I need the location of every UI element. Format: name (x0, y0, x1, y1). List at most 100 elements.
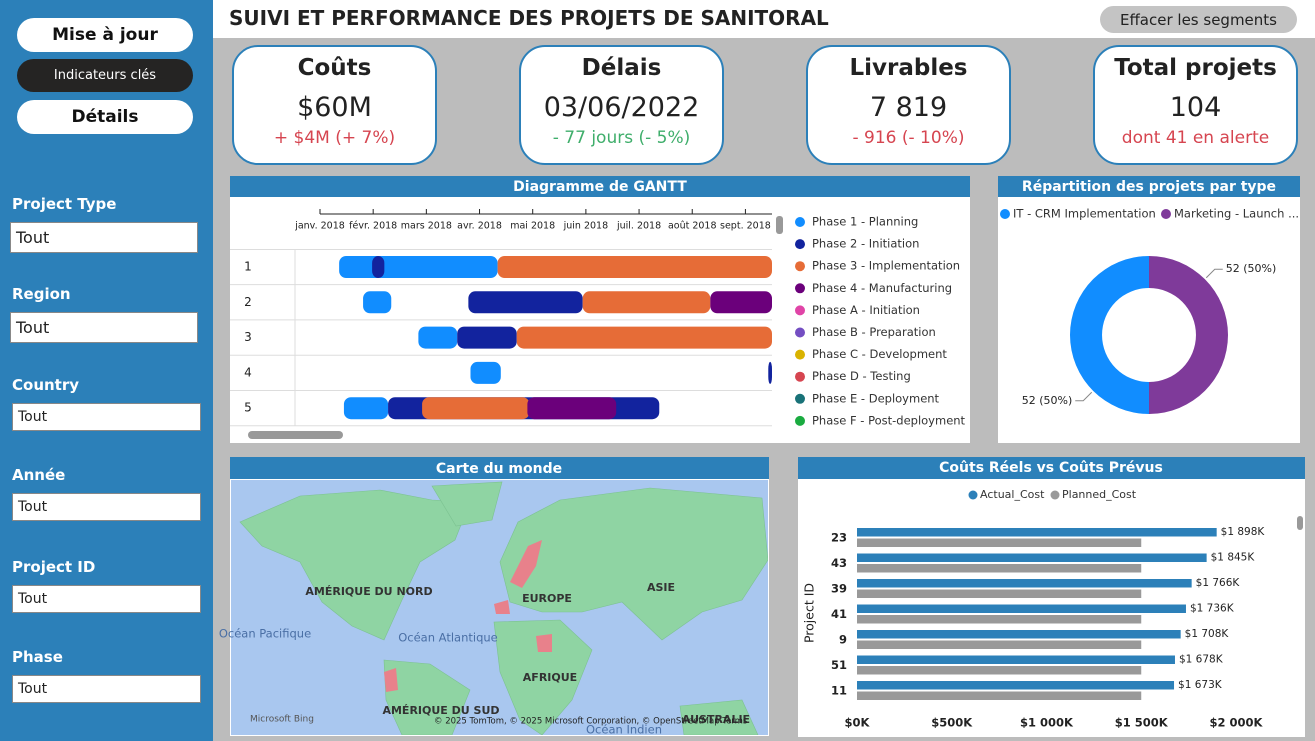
kpi-value: 104 (1169, 92, 1222, 123)
gantt-bar (422, 397, 530, 420)
filter-dropdown[interactable]: Tout (12, 675, 201, 703)
legend-marker (1161, 209, 1171, 219)
gantt-bar (516, 326, 772, 349)
highlight-country (384, 668, 398, 692)
x-tick-label: $1 500K (1115, 716, 1169, 730)
map-label: Océan Indien (586, 723, 662, 737)
donut-slice (1149, 256, 1228, 414)
kpi-delta: - 916 (- 10%) (852, 128, 965, 148)
filter-label: Phase (12, 648, 63, 666)
x-tick-label: févr. 2018 (349, 221, 397, 232)
data-label: 52 (50%) (1022, 394, 1073, 407)
nav-button[interactable]: Détails (17, 100, 193, 134)
kpi-title: Livrables (849, 55, 968, 81)
filter-value: Tout (18, 681, 48, 697)
data-label: $1 845K (1211, 552, 1256, 564)
land (679, 699, 759, 735)
data-label: $1 898K (1221, 526, 1266, 538)
gantt-bar (339, 256, 498, 278)
gantt-title-bar (230, 176, 970, 197)
legend-label: Phase 4 - Manufacturing (812, 281, 952, 295)
data-label: $1 736K (1190, 603, 1235, 615)
donut-slice (1070, 256, 1149, 414)
y-tick-label: 9 (839, 633, 847, 647)
gantt-bar (527, 397, 617, 420)
gantt-bar (343, 397, 389, 420)
bar (857, 528, 1217, 537)
legend-marker (1000, 209, 1010, 219)
sidebar: Mise à jour Indicateurs clés Détails Projec… (0, 0, 213, 741)
x-tick-label: $500K (931, 716, 973, 730)
legend-marker (795, 327, 805, 338)
legend-label: Marketing - Launch ... (1174, 207, 1299, 221)
gantt-bar (470, 361, 501, 384)
filter-value: Tout (16, 228, 50, 247)
filter-dropdown[interactable]: Tout (12, 493, 201, 521)
gantt-bar (363, 291, 392, 314)
legend-marker (1050, 490, 1060, 500)
filter-label: Country (12, 376, 80, 394)
filter-dropdown[interactable]: Tout (10, 312, 198, 343)
map-label: ASIE (647, 581, 675, 594)
filter-dropdown[interactable]: Tout (10, 222, 198, 253)
map-title: Carte du monde (436, 461, 562, 477)
gantt-bar (372, 256, 385, 278)
kpi-value: 03/06/2022 (543, 92, 700, 123)
filter-value: Tout (18, 409, 48, 425)
kpi-card: Délais 03/06/2022 - 77 jours (- 5%) (519, 45, 724, 165)
bar (857, 564, 1142, 573)
y-tick-label: 51 (831, 658, 847, 672)
map-title-bar (230, 457, 769, 479)
x-tick-label: sept. 2018 (720, 221, 771, 232)
bar (857, 604, 1186, 613)
bar-title-bar (798, 457, 1305, 479)
filter-dropdown[interactable]: Tout (12, 403, 201, 431)
legend-marker (795, 283, 805, 294)
legend-marker (795, 261, 805, 272)
data-label: $1 673K (1178, 679, 1223, 691)
bar (857, 630, 1181, 639)
y-axis-title: Project ID (802, 583, 817, 643)
legend-label: Phase E - Deployment (812, 391, 940, 405)
row-label: 2 (244, 295, 252, 309)
filter-dropdown[interactable]: Tout (12, 585, 201, 613)
legend-marker (795, 415, 805, 426)
map-logo: Microsoft Bing (250, 715, 314, 725)
filter-label: Année (12, 466, 66, 484)
filter-label: Project Type (12, 195, 117, 213)
legend-label: Actual_Cost (980, 488, 1045, 501)
land (431, 481, 503, 527)
scrollbar-v (1297, 516, 1303, 530)
legend-label: Phase F - Post-deployment (812, 413, 966, 427)
gantt-bars (339, 256, 772, 420)
nav-button[interactable]: Indicateurs clés (17, 59, 193, 92)
y-tick-label: 39 (831, 582, 847, 596)
bar (857, 640, 1142, 649)
legend-label: Phase 1 - Planning (812, 215, 918, 229)
gantt-bar (418, 326, 458, 349)
x-tick-label: janv. 2018 (294, 221, 345, 232)
legend-label: Phase 3 - Implementation (812, 259, 960, 273)
bar (857, 691, 1142, 700)
x-tick-label: mai 2018 (510, 221, 555, 232)
x-tick-label: $2 000K (1210, 716, 1264, 730)
gantt-bar (457, 326, 517, 349)
kpi-card: Livrables 7 819 - 916 (- 10%) (806, 45, 1011, 165)
legend-label: Planned_Cost (1062, 488, 1137, 501)
nav-button[interactable]: Mise à jour (17, 18, 193, 52)
legend-marker (968, 490, 978, 500)
filter-label: Project ID (12, 558, 96, 576)
y-tick-label: 11 (831, 684, 847, 698)
clear-button[interactable]: Effacer les segments (1100, 6, 1297, 33)
row-label: 5 (244, 401, 252, 415)
row-label: 1 (244, 260, 252, 274)
map-label: EUROPE (522, 592, 572, 605)
chart-title: Répartition des projets par type (1022, 179, 1276, 195)
highlight-country (494, 600, 510, 614)
land (493, 619, 593, 735)
filter-value: Tout (16, 318, 50, 337)
data-label: $1 678K (1179, 654, 1224, 666)
land (239, 489, 471, 641)
